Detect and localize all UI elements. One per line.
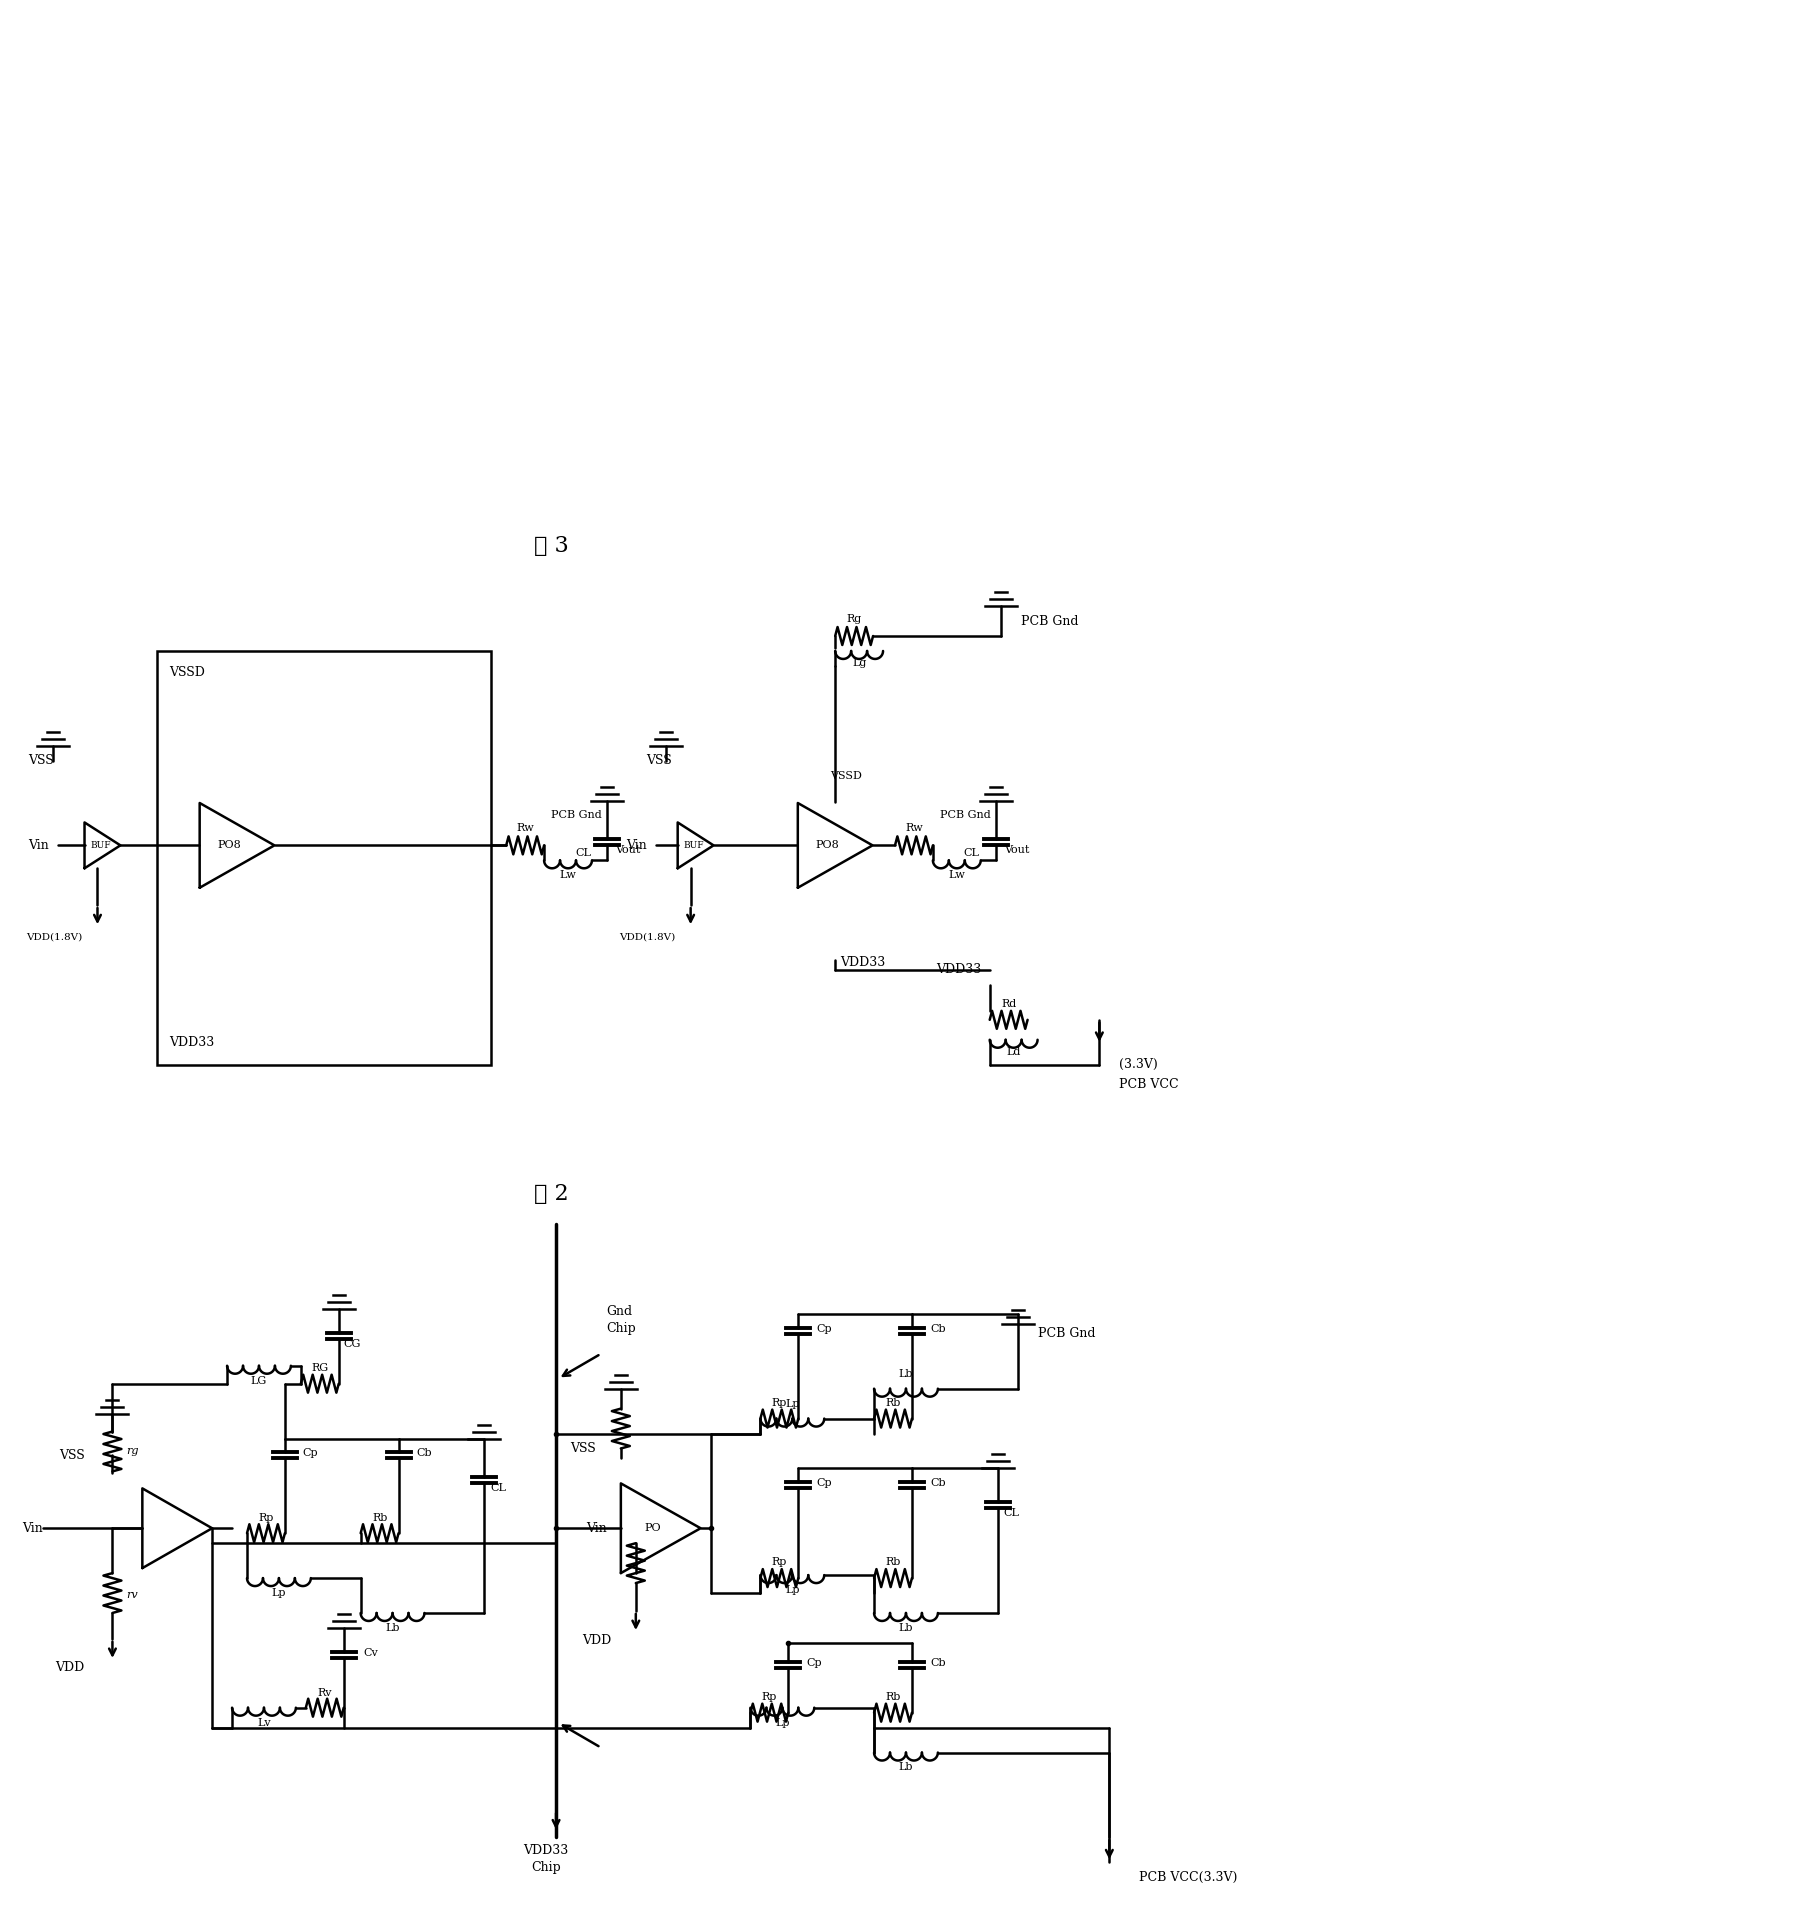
- Text: Cb: Cb: [931, 1324, 945, 1334]
- Text: rg: rg: [126, 1446, 138, 1457]
- Text: CL: CL: [965, 849, 979, 859]
- Text: rv: rv: [126, 1590, 138, 1600]
- Text: Lp: Lp: [273, 1588, 287, 1598]
- Text: Cb: Cb: [931, 1657, 945, 1667]
- Text: VSSD: VSSD: [830, 770, 862, 780]
- Text: Cp: Cp: [807, 1657, 821, 1667]
- Text: Chip: Chip: [531, 1861, 561, 1873]
- Text: CL: CL: [576, 849, 592, 859]
- Text: Vin: Vin: [626, 839, 647, 853]
- Text: LG: LG: [251, 1376, 267, 1386]
- Text: PO8: PO8: [816, 841, 839, 851]
- Text: Lg: Lg: [852, 658, 866, 668]
- Text: BUF: BUF: [90, 841, 111, 849]
- Text: VSSD: VSSD: [169, 666, 204, 680]
- Text: Rp: Rp: [771, 1398, 787, 1407]
- Text: PO: PO: [644, 1523, 662, 1532]
- Text: PCB VCC(3.3V): PCB VCC(3.3V): [1139, 1871, 1237, 1885]
- Text: VSS: VSS: [645, 755, 672, 768]
- Text: VDD33: VDD33: [936, 964, 983, 976]
- Text: VSS: VSS: [27, 755, 54, 768]
- Text: Vin: Vin: [22, 1523, 43, 1534]
- Text: Gnd: Gnd: [606, 1305, 631, 1319]
- Text: Lp: Lp: [785, 1399, 800, 1409]
- Text: RG: RG: [312, 1363, 328, 1373]
- Text: Cv: Cv: [364, 1648, 378, 1657]
- Text: Rp: Rp: [258, 1513, 274, 1523]
- Text: PCB Gnd: PCB Gnd: [1020, 614, 1078, 628]
- Text: Vin: Vin: [586, 1523, 606, 1534]
- Text: Cb: Cb: [931, 1478, 945, 1488]
- Text: Lp: Lp: [785, 1584, 800, 1596]
- Text: Rv: Rv: [317, 1688, 332, 1698]
- Text: Lv: Lv: [256, 1717, 271, 1727]
- Text: Rw: Rw: [905, 824, 923, 834]
- Text: VDD(1.8V): VDD(1.8V): [619, 932, 676, 941]
- Text: Rd: Rd: [1000, 999, 1017, 1009]
- Text: VSS: VSS: [59, 1450, 84, 1461]
- Text: CL: CL: [489, 1484, 506, 1494]
- Text: Lb: Lb: [385, 1623, 400, 1632]
- Text: VSS: VSS: [570, 1442, 595, 1455]
- Text: CG: CG: [344, 1338, 360, 1349]
- Text: VDD: VDD: [581, 1634, 611, 1648]
- Text: PCB VCC: PCB VCC: [1119, 1078, 1180, 1091]
- Text: (3.3V): (3.3V): [1119, 1059, 1158, 1070]
- Text: Chip: Chip: [606, 1322, 637, 1336]
- Text: CL: CL: [1004, 1509, 1020, 1519]
- Text: VDD33: VDD33: [169, 1036, 215, 1049]
- Text: Rb: Rb: [886, 1398, 900, 1407]
- Text: 图 3: 图 3: [534, 535, 568, 558]
- Text: Rb: Rb: [886, 1692, 900, 1702]
- Text: Lp: Lp: [775, 1717, 789, 1727]
- Text: Rw: Rw: [516, 824, 534, 834]
- Text: 图 2: 图 2: [534, 1184, 568, 1205]
- Text: Rb: Rb: [886, 1557, 900, 1567]
- Text: Lb: Lb: [898, 1763, 913, 1773]
- Text: Lw: Lw: [948, 870, 965, 880]
- Text: Cp: Cp: [816, 1324, 832, 1334]
- Text: BUF: BUF: [683, 841, 705, 849]
- Text: Vout: Vout: [1004, 845, 1029, 855]
- Text: Rp: Rp: [771, 1557, 787, 1567]
- Text: PCB Gnd: PCB Gnd: [550, 810, 602, 820]
- Text: Lb: Lb: [898, 1623, 913, 1632]
- Text: Rp: Rp: [762, 1692, 776, 1702]
- Text: Cp: Cp: [303, 1448, 319, 1459]
- Text: VDD33: VDD33: [841, 957, 886, 970]
- Text: Vout: Vout: [615, 845, 640, 855]
- Text: Ld: Ld: [1006, 1047, 1020, 1057]
- Text: Lw: Lw: [559, 870, 577, 880]
- Text: PO8: PO8: [217, 841, 242, 851]
- Text: Lb: Lb: [898, 1369, 913, 1378]
- Text: Vin: Vin: [27, 839, 48, 853]
- Text: VDD: VDD: [56, 1661, 84, 1675]
- Text: VDD(1.8V): VDD(1.8V): [27, 932, 82, 941]
- Text: Cp: Cp: [816, 1478, 832, 1488]
- Text: VDD33: VDD33: [524, 1844, 568, 1858]
- Text: Rg: Rg: [846, 614, 862, 624]
- Text: PCB Gnd: PCB Gnd: [940, 810, 992, 820]
- Text: PCB Gnd: PCB Gnd: [1038, 1328, 1096, 1340]
- Text: Cb: Cb: [416, 1448, 432, 1459]
- Bar: [158, 651, 491, 1065]
- Text: Rb: Rb: [371, 1513, 387, 1523]
